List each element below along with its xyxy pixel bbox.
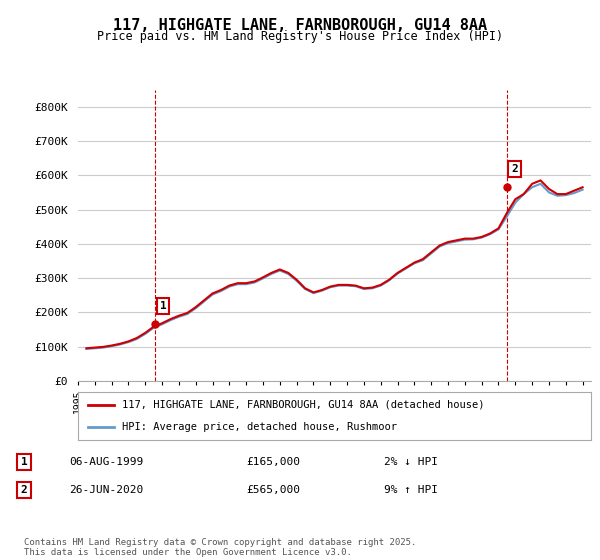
Text: 117, HIGHGATE LANE, FARNBOROUGH, GU14 8AA (detached house): 117, HIGHGATE LANE, FARNBOROUGH, GU14 8A… — [122, 400, 484, 410]
Text: 1: 1 — [20, 457, 28, 467]
Text: 2: 2 — [20, 485, 28, 495]
Text: 9% ↑ HPI: 9% ↑ HPI — [384, 485, 438, 495]
Text: 2% ↓ HPI: 2% ↓ HPI — [384, 457, 438, 467]
Text: Contains HM Land Registry data © Crown copyright and database right 2025.
This d: Contains HM Land Registry data © Crown c… — [24, 538, 416, 557]
Text: 26-JUN-2020: 26-JUN-2020 — [69, 485, 143, 495]
Text: HPI: Average price, detached house, Rushmoor: HPI: Average price, detached house, Rush… — [122, 422, 397, 432]
Text: £165,000: £165,000 — [246, 457, 300, 467]
Text: 1: 1 — [160, 301, 166, 311]
Text: 2: 2 — [511, 164, 518, 174]
Text: Price paid vs. HM Land Registry's House Price Index (HPI): Price paid vs. HM Land Registry's House … — [97, 30, 503, 43]
Text: 06-AUG-1999: 06-AUG-1999 — [69, 457, 143, 467]
Text: 117, HIGHGATE LANE, FARNBOROUGH, GU14 8AA: 117, HIGHGATE LANE, FARNBOROUGH, GU14 8A… — [113, 18, 487, 33]
Text: £565,000: £565,000 — [246, 485, 300, 495]
